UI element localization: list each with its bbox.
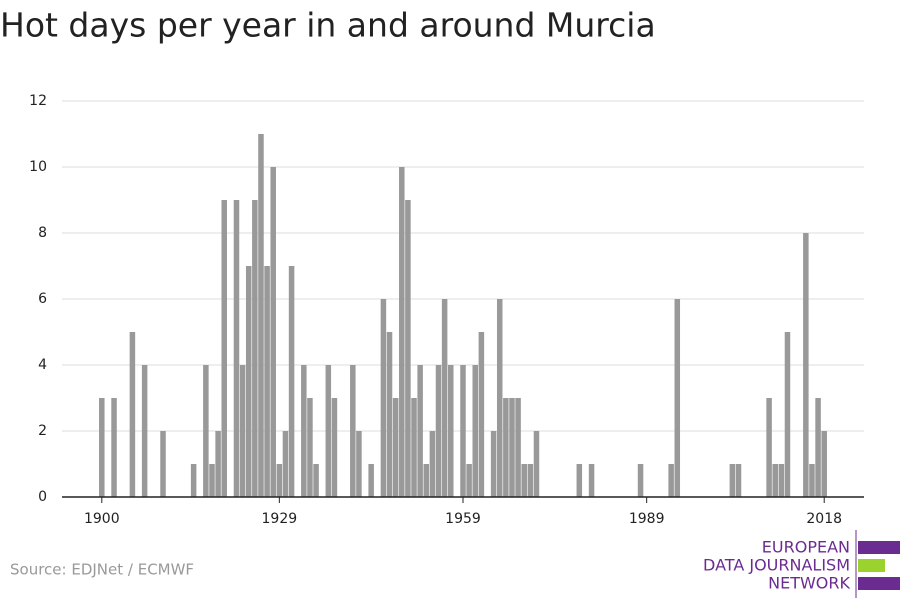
bar xyxy=(588,464,595,497)
chart-title: Hot days per year in and around Murcia xyxy=(0,6,656,45)
bar xyxy=(772,464,778,497)
bar xyxy=(429,431,436,497)
bar xyxy=(815,398,821,497)
bar xyxy=(325,365,332,497)
logo-bar xyxy=(858,559,885,572)
bar xyxy=(521,464,527,497)
bar xyxy=(245,266,252,497)
bar xyxy=(821,431,827,497)
bar xyxy=(190,464,197,497)
bar xyxy=(766,398,772,497)
bar xyxy=(350,365,356,497)
bar xyxy=(803,233,809,497)
logo-bar xyxy=(858,577,900,590)
bar xyxy=(282,431,289,497)
y-tick-label: 8 xyxy=(38,225,47,241)
bar xyxy=(515,398,521,497)
bar xyxy=(99,398,105,497)
bar xyxy=(264,266,270,497)
bar xyxy=(160,431,166,497)
bar xyxy=(221,200,227,497)
bar xyxy=(735,464,742,497)
bar xyxy=(405,200,411,497)
logo-text: NETWORK xyxy=(768,574,850,593)
x-tick-label: 1929 xyxy=(262,511,298,527)
bar xyxy=(392,398,399,497)
bar xyxy=(368,464,374,497)
bar xyxy=(239,365,246,497)
bar xyxy=(509,398,515,497)
bar xyxy=(533,431,540,497)
bar xyxy=(399,167,405,497)
bar xyxy=(460,365,466,497)
x-tick-label: 1900 xyxy=(84,511,120,527)
bar xyxy=(301,365,307,497)
bar xyxy=(668,464,674,497)
y-tick-label: 4 xyxy=(38,357,47,373)
bar xyxy=(637,464,644,497)
bar xyxy=(411,398,417,497)
source: Source: EDJNet / ECMWF xyxy=(10,561,194,579)
bar xyxy=(729,464,736,497)
bar xyxy=(252,200,258,497)
bar xyxy=(313,464,319,497)
x-tick-label: 1959 xyxy=(445,511,481,527)
x-tick-label: 1989 xyxy=(629,511,665,527)
y-tick-label: 12 xyxy=(29,93,47,109)
logo-text: DATA JOURNALISM xyxy=(703,556,850,575)
bar xyxy=(215,431,221,497)
bar xyxy=(674,299,681,497)
bar xyxy=(258,134,264,497)
bar xyxy=(576,464,583,497)
bar xyxy=(129,332,136,497)
bar xyxy=(203,365,209,497)
bar xyxy=(288,266,295,497)
bar xyxy=(331,398,338,497)
y-tick-label: 10 xyxy=(29,159,47,175)
bar xyxy=(380,299,387,497)
bar xyxy=(141,365,148,497)
bar xyxy=(423,464,430,497)
bar xyxy=(270,167,276,497)
bar xyxy=(276,464,283,497)
bar xyxy=(784,332,791,497)
x-tick-label: 2018 xyxy=(806,511,842,527)
bar xyxy=(472,365,478,497)
bar xyxy=(441,299,448,497)
logo-bar xyxy=(858,541,900,554)
bar xyxy=(386,332,393,497)
bar xyxy=(435,365,442,497)
bar xyxy=(478,332,485,497)
logo-text: EUROPEAN xyxy=(762,538,850,557)
bar xyxy=(233,200,240,497)
bar xyxy=(307,398,313,497)
bar xyxy=(209,464,215,497)
bar xyxy=(490,431,497,497)
bar xyxy=(111,398,117,497)
bar xyxy=(809,464,815,497)
y-tick-label: 0 xyxy=(38,489,47,505)
y-tick-label: 6 xyxy=(38,291,47,307)
bar xyxy=(417,365,423,497)
bar xyxy=(496,299,503,497)
bar xyxy=(466,464,472,497)
bar xyxy=(503,398,509,497)
logo: EUROPEAN DATA JOURNALISM NETWORK xyxy=(703,530,900,598)
bar xyxy=(527,464,534,497)
bar xyxy=(778,464,785,497)
bar xyxy=(356,431,362,497)
y-tick-label: 2 xyxy=(38,423,47,439)
bar xyxy=(448,365,454,497)
